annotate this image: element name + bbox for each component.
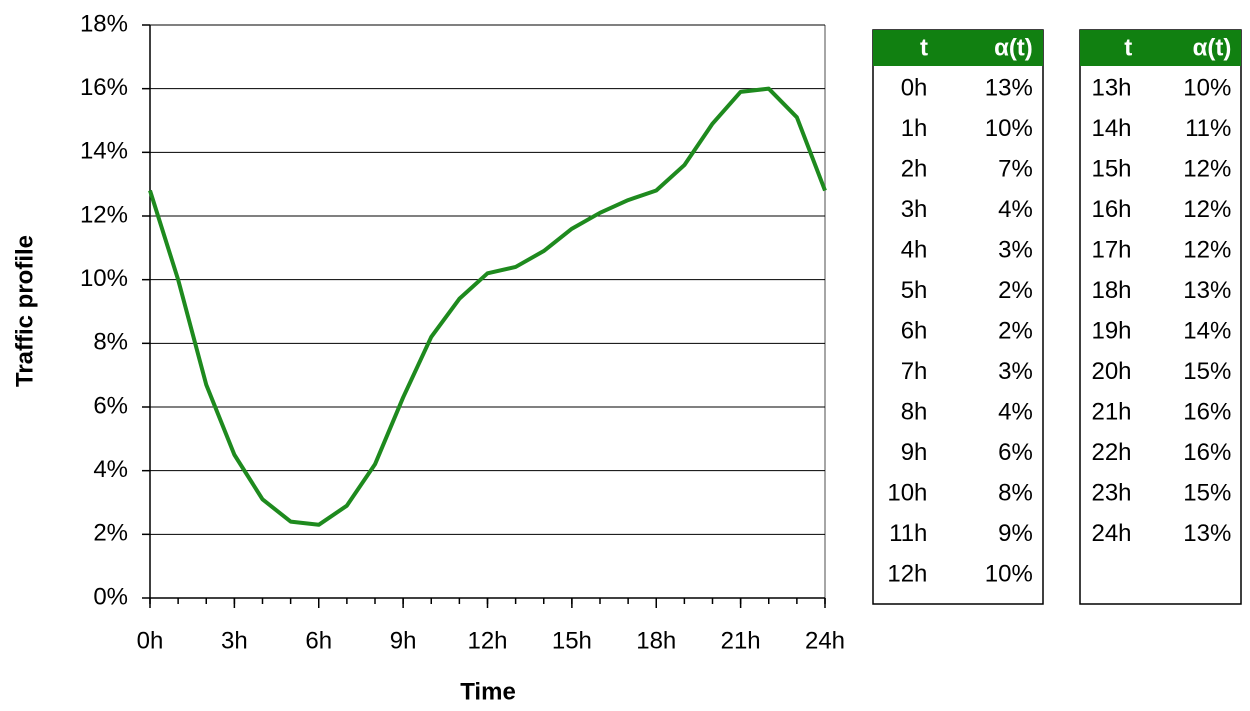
y-tick-label: 10% [80, 265, 128, 292]
table-cell: 11h [889, 520, 927, 547]
y-tick-label: 16% [80, 74, 128, 101]
y-tick-label: 2% [93, 520, 128, 547]
y-tick-label: 0% [93, 583, 128, 610]
table-cell: 0h [901, 74, 928, 101]
table-cell: 9h [901, 439, 928, 466]
table-header [1080, 30, 1241, 66]
x-tick-label: 9h [390, 627, 417, 654]
table-cell: 20h [1091, 358, 1131, 385]
x-tick-label: 6h [305, 627, 332, 654]
table-cell: 10% [985, 115, 1033, 142]
table-cell: 12h [887, 560, 927, 587]
table-border [872, 29, 1044, 605]
table-cell: 14h [1091, 115, 1131, 142]
table-cell: 15% [1183, 358, 1231, 385]
table-cell: 16% [1183, 398, 1231, 425]
table-cell: 4h [901, 236, 928, 263]
table-cell: 4% [998, 196, 1033, 223]
table-header-cell: t [1124, 34, 1132, 61]
table-cell: 18h [1091, 277, 1131, 304]
x-tick-label: 18h [636, 627, 676, 654]
table-cell: 15h [1091, 155, 1131, 182]
table-cell: 22h [1091, 439, 1131, 466]
table-cell: 16h [1091, 196, 1131, 223]
table-cell: 6h [901, 317, 928, 344]
table-cell: 23h [1091, 479, 1131, 506]
table-cell: 12% [1183, 196, 1231, 223]
table-cell: 8h [901, 398, 928, 425]
table-cell: 1h [901, 115, 928, 142]
table-header [873, 30, 1043, 66]
y-tick-label: 18% [80, 10, 128, 37]
table-cell: 13% [1183, 520, 1231, 547]
table-cell: 14% [1183, 317, 1231, 344]
table-cell: 12% [1183, 236, 1231, 263]
table-header-cell: t [920, 34, 928, 61]
x-tick-label: 15h [552, 627, 592, 654]
x-tick-label: 24h [805, 627, 845, 654]
table-cell: 11% [1185, 115, 1231, 142]
table-cell: 13% [1183, 277, 1231, 304]
table-cell: 10h [887, 479, 927, 506]
table-cell: 15% [1183, 479, 1231, 506]
table-cell: 9% [998, 520, 1033, 547]
line [148, 86, 827, 527]
y-tick-label: 6% [93, 392, 128, 419]
table-cell: 5h [901, 277, 928, 304]
table-cell: 6% [998, 439, 1033, 466]
table-cell: 3% [998, 358, 1033, 385]
table-cell: 4% [998, 398, 1033, 425]
table-cell: 13h [1091, 74, 1131, 101]
x-axis-title: Time [460, 678, 516, 705]
y-tick-label: 12% [80, 201, 128, 228]
table-header-cell: α(t) [994, 34, 1033, 61]
table-cell: 7h [901, 358, 928, 385]
table-cell: 2% [998, 317, 1033, 344]
x-tick-label: 3h [221, 627, 248, 654]
table-cell: 2% [998, 277, 1033, 304]
table-cell: 24h [1091, 520, 1131, 547]
y-tick-label: 8% [93, 329, 128, 356]
table-cell: 8% [998, 479, 1033, 506]
table-cell: 17h [1091, 236, 1131, 263]
table-cell: 7% [998, 155, 1033, 182]
x-tick-label: 21h [721, 627, 761, 654]
table-cell: 10% [985, 560, 1033, 587]
y-tick-label: 14% [80, 138, 128, 165]
table-cell: 3% [998, 236, 1033, 263]
table-border [1079, 29, 1242, 605]
table-cell: 21h [1091, 398, 1131, 425]
x-tick-label: 12h [467, 627, 507, 654]
table-cell: 12% [1183, 155, 1231, 182]
table-header-cell: α(t) [1193, 34, 1232, 61]
x-tick-label: 0h [137, 627, 164, 654]
table-cell: 19h [1091, 317, 1131, 344]
table-cell: 13% [985, 74, 1033, 101]
table-cell: 16% [1183, 439, 1231, 466]
table-cell: 3h [901, 196, 928, 223]
y-tick-label: 4% [93, 456, 128, 483]
table-cell: 10% [1183, 74, 1231, 101]
y-axis-title: Traffic profile [11, 235, 38, 387]
table-cell: 2h [901, 155, 928, 182]
